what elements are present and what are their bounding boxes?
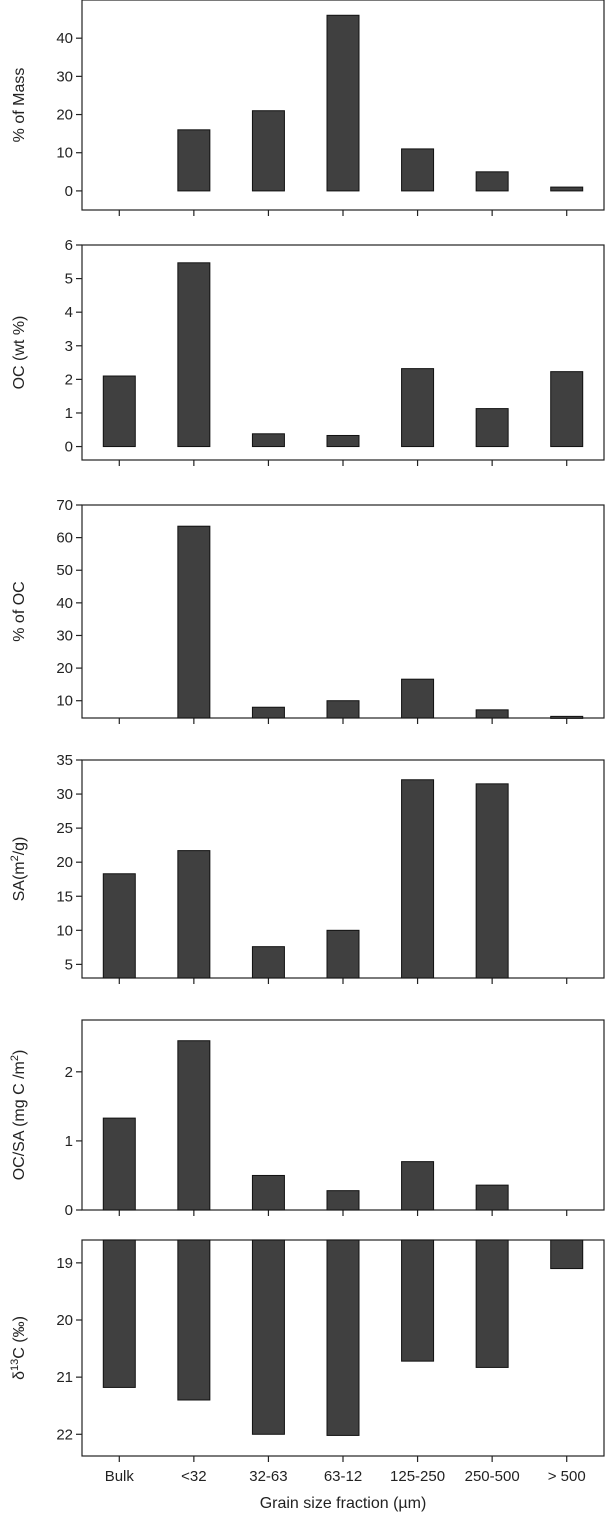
bar-125-250: [401, 368, 435, 448]
y-tick-label: 60: [56, 530, 73, 547]
y-tick-label: 30: [56, 68, 73, 85]
y-tick-label: 40: [56, 30, 73, 47]
y-axis-title: OC/SA (mg C /m2): [9, 1050, 28, 1181]
bar-bulk: [102, 873, 136, 979]
bar-32-63: [251, 1239, 285, 1435]
y-tick-label: 70: [56, 497, 73, 514]
plot-frame: [81, 504, 605, 719]
bar-125-250: [401, 1239, 435, 1362]
y-tick-label: 10: [56, 145, 73, 162]
panel-oc-wt: 0 1 2 3 4 5 6 OC (wt %): [11, 237, 605, 466]
y-tick-label: 2: [65, 1064, 73, 1081]
y-axis-title: δ13C (‰): [9, 1316, 28, 1380]
y-tick-label: 10: [56, 693, 73, 710]
y-tick-label: 4: [65, 304, 73, 321]
bar-500: [550, 1239, 584, 1270]
y-tick-label: 0: [65, 1202, 73, 1219]
bar-63-12: [326, 1190, 360, 1211]
y-tick-label: 0: [65, 183, 73, 200]
y-axis-title: OC (wt %): [11, 316, 28, 390]
y-tick-label: 22: [56, 1426, 73, 1443]
y-axis-title: % of OC: [11, 581, 28, 641]
x-tick-label-250-500: 250-500: [465, 1468, 520, 1485]
y-tick-label: 50: [56, 562, 73, 579]
y-tick-label: 20: [56, 107, 73, 124]
bar-32-63: [251, 433, 285, 448]
y-axis-title: % of Mass: [11, 68, 28, 143]
bar-250-500: [475, 171, 509, 192]
x-tick-label-63-12: 63-12: [324, 1468, 362, 1485]
y-tick-label: 2: [65, 371, 73, 388]
bar-250-500: [475, 709, 509, 719]
y-tick-label: 40: [56, 595, 73, 612]
bar-32: [177, 1040, 211, 1211]
plot-frame: [81, 244, 605, 461]
y-tick-label: 10: [56, 922, 73, 939]
bar-125-250: [401, 1161, 435, 1211]
y-tick-label: 30: [56, 627, 73, 644]
x-axis-title: Grain size fraction (µm): [260, 1495, 427, 1512]
bar-125-250: [401, 779, 435, 979]
bar-32-63: [251, 110, 285, 192]
y-tick-label: 20: [56, 1312, 73, 1329]
y-tick-label: 20: [56, 660, 73, 677]
bar-63-12: [326, 929, 360, 979]
x-tick-label-32-63: 32-63: [249, 1468, 287, 1485]
bar-32-63: [251, 706, 285, 719]
bar-32: [177, 1239, 211, 1401]
bar-bulk: [102, 1239, 136, 1388]
bar-32: [177, 262, 211, 448]
bar-500: [550, 186, 584, 192]
panel-of-mass: 0 10 20 30 40 % of Mass: [11, 0, 605, 216]
y-tick-label: 20: [56, 854, 73, 871]
bar-bulk: [102, 375, 136, 448]
bar-125-250: [401, 148, 435, 192]
y-tick-label: 25: [56, 820, 73, 837]
y-tick-label: 1: [65, 1133, 73, 1150]
bar-32: [177, 129, 211, 192]
bar-250-500: [475, 1184, 509, 1211]
y-tick-label: 19: [56, 1255, 73, 1272]
y-tick-label: 5: [65, 956, 73, 973]
bar-32-63: [251, 1174, 285, 1211]
bar-250-500: [475, 408, 509, 448]
y-tick-label: 3: [65, 338, 73, 355]
y-tick-label: 21: [56, 1369, 73, 1386]
panel-sa-m-g: 5 10 15 20 25 30 35 SA(m2/g): [9, 752, 605, 984]
bar-125-250: [401, 678, 435, 719]
y-tick-label: 5: [65, 271, 73, 288]
bar-32: [177, 850, 211, 979]
y-tick-label: 35: [56, 752, 73, 769]
panel-13c: 19 20 21 22 δ13C (‰): [9, 1239, 605, 1462]
y-tick-label: 1: [65, 405, 73, 422]
y-axis-title: SA(m2/g): [9, 837, 28, 902]
panel-oc-sa-mg-c-m: 0 1 2 OC/SA (mg C /m2): [9, 1019, 605, 1219]
panel-of-oc: 10 20 30 40 50 60 70 % of OC: [11, 497, 605, 724]
plot-frame: [81, 1019, 605, 1211]
x-tick-label-500: > 500: [548, 1468, 586, 1485]
bar-500: [550, 715, 584, 719]
bar-bulk: [102, 1117, 136, 1211]
y-tick-label: 6: [65, 237, 73, 254]
x-tick-label-32: <32: [181, 1468, 206, 1485]
y-tick-label: 0: [65, 439, 73, 456]
y-tick-label: 30: [56, 786, 73, 803]
y-tick-label: 15: [56, 888, 73, 905]
bar-32-63: [251, 946, 285, 979]
bar-63-12: [326, 700, 360, 719]
bar-250-500: [475, 1239, 509, 1368]
bar-250-500: [475, 783, 509, 979]
bar-63-12: [326, 1239, 360, 1436]
x-tick-label-bulk: Bulk: [105, 1468, 135, 1485]
bar-32: [177, 525, 211, 719]
x-tick-label-125-250: 125-250: [390, 1468, 445, 1485]
bar-500: [550, 371, 584, 448]
bar-63-12: [326, 434, 360, 448]
bar-63-12: [326, 14, 360, 192]
